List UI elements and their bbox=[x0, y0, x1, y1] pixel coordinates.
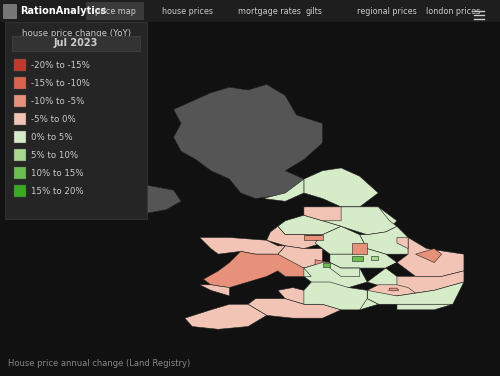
Polygon shape bbox=[315, 226, 367, 254]
Text: -10% to -5%: -10% to -5% bbox=[31, 97, 84, 106]
Text: RationAnalytics: RationAnalytics bbox=[20, 6, 106, 16]
Text: gilts: gilts bbox=[306, 6, 322, 15]
Polygon shape bbox=[92, 182, 181, 215]
FancyBboxPatch shape bbox=[14, 95, 26, 107]
Polygon shape bbox=[174, 85, 341, 201]
Polygon shape bbox=[352, 256, 364, 261]
FancyBboxPatch shape bbox=[14, 77, 26, 89]
Polygon shape bbox=[352, 243, 367, 254]
Text: house price change (YoY): house price change (YoY) bbox=[22, 29, 130, 38]
Polygon shape bbox=[322, 288, 378, 310]
Polygon shape bbox=[330, 249, 397, 268]
Polygon shape bbox=[397, 271, 464, 293]
FancyBboxPatch shape bbox=[296, 2, 332, 20]
FancyBboxPatch shape bbox=[14, 167, 26, 179]
FancyBboxPatch shape bbox=[5, 22, 147, 219]
FancyBboxPatch shape bbox=[0, 0, 500, 22]
Polygon shape bbox=[278, 262, 312, 276]
FancyBboxPatch shape bbox=[413, 2, 494, 20]
FancyBboxPatch shape bbox=[86, 2, 144, 20]
Polygon shape bbox=[397, 238, 408, 249]
Polygon shape bbox=[263, 179, 304, 201]
Polygon shape bbox=[248, 299, 341, 318]
Polygon shape bbox=[200, 285, 230, 296]
Text: 15% to 20%: 15% to 20% bbox=[31, 186, 84, 196]
Polygon shape bbox=[204, 252, 304, 288]
Polygon shape bbox=[304, 262, 367, 290]
Polygon shape bbox=[416, 249, 442, 262]
Text: 5% to 10%: 5% to 10% bbox=[31, 150, 78, 159]
Polygon shape bbox=[304, 207, 341, 221]
Polygon shape bbox=[304, 168, 378, 207]
Text: regional prices: regional prices bbox=[357, 6, 417, 15]
FancyBboxPatch shape bbox=[14, 185, 26, 197]
FancyBboxPatch shape bbox=[3, 4, 17, 19]
Text: Jul 2023: Jul 2023 bbox=[54, 38, 98, 49]
Polygon shape bbox=[367, 285, 416, 296]
Polygon shape bbox=[304, 207, 397, 235]
Text: 10% to 15%: 10% to 15% bbox=[31, 168, 84, 177]
Text: House price annual change (Land Registry): House price annual change (Land Registry… bbox=[8, 359, 190, 368]
Polygon shape bbox=[278, 246, 322, 268]
Text: price map: price map bbox=[95, 6, 136, 15]
Polygon shape bbox=[304, 282, 367, 310]
Polygon shape bbox=[371, 256, 378, 260]
Text: house prices: house prices bbox=[162, 6, 213, 15]
FancyBboxPatch shape bbox=[14, 131, 26, 143]
Polygon shape bbox=[315, 260, 330, 268]
Polygon shape bbox=[185, 304, 266, 329]
FancyBboxPatch shape bbox=[226, 2, 312, 20]
Polygon shape bbox=[322, 207, 397, 235]
Polygon shape bbox=[397, 238, 464, 276]
Polygon shape bbox=[278, 288, 330, 304]
FancyBboxPatch shape bbox=[14, 149, 26, 161]
Polygon shape bbox=[278, 215, 341, 235]
Text: mortgage rates: mortgage rates bbox=[238, 6, 300, 15]
Polygon shape bbox=[200, 238, 286, 254]
Text: 0% to 5%: 0% to 5% bbox=[31, 132, 72, 141]
Polygon shape bbox=[330, 262, 360, 276]
FancyBboxPatch shape bbox=[14, 59, 26, 71]
Polygon shape bbox=[367, 262, 442, 288]
Text: -15% to -10%: -15% to -10% bbox=[31, 79, 90, 88]
Polygon shape bbox=[304, 235, 322, 240]
Polygon shape bbox=[389, 288, 399, 291]
Text: -20% to -15%: -20% to -15% bbox=[31, 61, 90, 70]
Polygon shape bbox=[367, 282, 464, 304]
Text: -5% to 0%: -5% to 0% bbox=[31, 115, 76, 123]
FancyBboxPatch shape bbox=[341, 2, 433, 20]
Polygon shape bbox=[322, 262, 330, 267]
FancyBboxPatch shape bbox=[12, 36, 140, 51]
Polygon shape bbox=[397, 304, 453, 310]
Polygon shape bbox=[360, 226, 408, 254]
FancyBboxPatch shape bbox=[14, 113, 26, 125]
FancyBboxPatch shape bbox=[150, 2, 225, 20]
Polygon shape bbox=[266, 226, 322, 249]
Text: london prices: london prices bbox=[426, 6, 480, 15]
